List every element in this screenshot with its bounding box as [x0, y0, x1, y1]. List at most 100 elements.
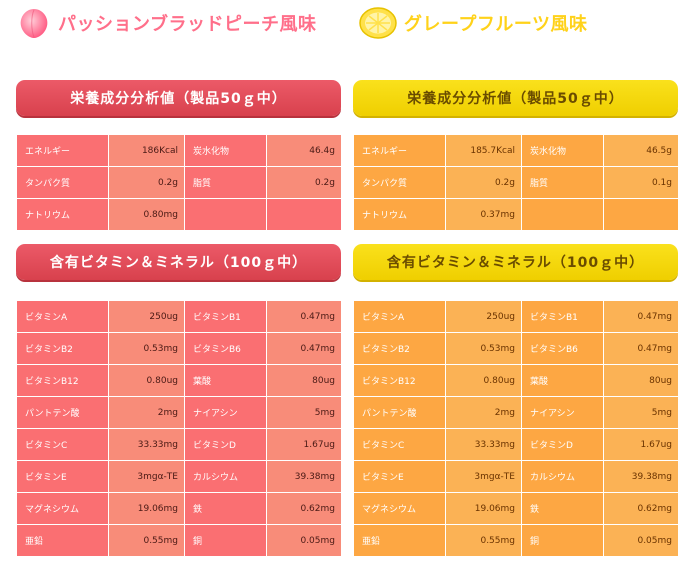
vitamin-value: 1.67ug — [603, 428, 679, 461]
table-row: 亜鉛 0.55mg 銅 0.05mg — [16, 524, 342, 557]
table-row: マグネシウム 19.06mg 鉄 0.62mg — [353, 492, 679, 525]
nutrient-value: 185.7Kcal — [445, 134, 522, 167]
vitamin-table: ビタミンA 250ug ビタミンB1 0.47mg ビタミンB2 0.53mg … — [353, 300, 679, 557]
vitamin-label: ビタミンE — [16, 460, 109, 493]
table-row: ビタミンB2 0.53mg ビタミンB6 0.47mg — [16, 332, 342, 365]
vitamin-label: ビタミンC — [353, 428, 446, 461]
nutrition-banner: 栄養成分分析値（製品50ｇ中） — [353, 80, 678, 116]
flavor-title: グレープフルーツ風味 — [404, 14, 588, 35]
vitamin-value: 2mg — [445, 396, 522, 429]
vitamin-value: 250ug — [108, 300, 185, 333]
nutrient-value: 0.37mg — [445, 198, 522, 231]
vitamin-value: 39.38mg — [266, 460, 342, 493]
table-row: ビタミンC 33.33mg ビタミンD 1.67ug — [353, 428, 679, 461]
nutrient-label: 炭水化物 — [521, 134, 604, 167]
vitamin-label: ビタミンA — [16, 300, 109, 333]
table-row: ナトリウム 0.80mg — [16, 198, 342, 231]
empty-cell — [266, 198, 342, 231]
nutrition-table: エネルギー 186Kcal 炭水化物 46.4g タンパク質 0.2g 脂質 0… — [16, 134, 342, 231]
vitamin-label: カルシウム — [521, 460, 604, 493]
vitamin-label: ビタミンB6 — [521, 332, 604, 365]
grapefruit-icon — [359, 7, 397, 39]
table-row: ビタミンA 250ug ビタミンB1 0.47mg — [16, 300, 342, 333]
nutrient-label: タンパク質 — [16, 166, 109, 199]
vitamin-label: ビタミンC — [16, 428, 109, 461]
vitamin-label: 葉酸 — [184, 364, 267, 397]
vitamin-value: 1.67ug — [266, 428, 342, 461]
vitamin-value: 0.47mg — [266, 332, 342, 365]
vitamin-value: 80ug — [603, 364, 679, 397]
nutrient-value: 0.2g — [108, 166, 185, 199]
vitamin-value: 5mg — [603, 396, 679, 429]
flavor-title: パッションブラッドピーチ風味 — [58, 14, 317, 35]
nutrition-banner: 栄養成分分析値（製品50ｇ中） — [16, 80, 341, 116]
nutrient-label: 炭水化物 — [184, 134, 267, 167]
vitamin-value: 19.06mg — [445, 492, 522, 525]
vitamin-label: ビタミンB2 — [353, 332, 446, 365]
vitamin-value: 0.47mg — [266, 300, 342, 333]
vitamin-value: 0.80ug — [108, 364, 185, 397]
vitamin-value: 0.55mg — [445, 524, 522, 557]
flavor-header-peach: パッションブラッドピーチ風味 — [16, 6, 316, 40]
vitamin-label: パントテン酸 — [16, 396, 109, 429]
nutrient-value: 0.2g — [266, 166, 342, 199]
vitamin-label: 亜鉛 — [353, 524, 446, 557]
nutrient-label: 脂質 — [521, 166, 604, 199]
vitamin-value: 250ug — [445, 300, 522, 333]
peach-icon — [20, 9, 48, 38]
vitamin-value: 0.62mg — [603, 492, 679, 525]
vitamin-value: 33.33mg — [108, 428, 185, 461]
vitamin-value: 19.06mg — [108, 492, 185, 525]
vitamin-label: 葉酸 — [521, 364, 604, 397]
vitamin-label: カルシウム — [184, 460, 267, 493]
nutrient-label: エネルギー — [353, 134, 446, 167]
nutrient-label: エネルギー — [16, 134, 109, 167]
table-row: ビタミンB2 0.53mg ビタミンB6 0.47mg — [353, 332, 679, 365]
vitamin-label: ビタミンB12 — [353, 364, 446, 397]
vitamin-label: 亜鉛 — [16, 524, 109, 557]
vitamin-label: パントテン酸 — [353, 396, 446, 429]
table-row: パントテン酸 2mg ナイアシン 5mg — [16, 396, 342, 429]
vitamin-label: マグネシウム — [16, 492, 109, 525]
empty-cell — [521, 198, 604, 231]
vitamin-label: 鉄 — [521, 492, 604, 525]
vitamin-label: ビタミンB6 — [184, 332, 267, 365]
table-row: タンパク質 0.2g 脂質 0.1g — [353, 166, 679, 199]
vitamin-value: 0.55mg — [108, 524, 185, 557]
vitamin-value: 0.47mg — [603, 332, 679, 365]
vitamin-banner: 含有ビタミン＆ミネラル（100ｇ中） — [353, 244, 678, 280]
vitamin-label: ビタミンB12 — [16, 364, 109, 397]
nutrient-value: 0.2g — [445, 166, 522, 199]
nutrient-value: 0.1g — [603, 166, 679, 199]
nutrient-label: ナトリウム — [16, 198, 109, 231]
vitamin-label: ビタミンD — [521, 428, 604, 461]
table-row: ナトリウム 0.37mg — [353, 198, 679, 231]
nutrient-label: タンパク質 — [353, 166, 446, 199]
vitamin-label: ビタミンD — [184, 428, 267, 461]
flavor-header-grapefruit: グレープフルーツ風味 — [358, 6, 588, 40]
empty-cell — [603, 198, 679, 231]
vitamin-value: 39.38mg — [603, 460, 679, 493]
nutrition-table: エネルギー 185.7Kcal 炭水化物 46.5g タンパク質 0.2g 脂質… — [353, 134, 679, 231]
vitamin-value: 2mg — [108, 396, 185, 429]
vitamin-value: 5mg — [266, 396, 342, 429]
table-row: ビタミンB12 0.80ug 葉酸 80ug — [353, 364, 679, 397]
vitamin-label: ビタミンE — [353, 460, 446, 493]
empty-cell — [184, 198, 267, 231]
table-row: 亜鉛 0.55mg 銅 0.05mg — [353, 524, 679, 557]
vitamin-label: ナイアシン — [184, 396, 267, 429]
vitamin-label: ビタミンB1 — [521, 300, 604, 333]
vitamin-value: 0.05mg — [603, 524, 679, 557]
vitamin-label: ビタミンB1 — [184, 300, 267, 333]
vitamin-value: 0.80ug — [445, 364, 522, 397]
nutrient-label: ナトリウム — [353, 198, 446, 231]
nutrient-value: 46.4g — [266, 134, 342, 167]
vitamin-label: 銅 — [184, 524, 267, 557]
vitamin-label: マグネシウム — [353, 492, 446, 525]
vitamin-label: 銅 — [521, 524, 604, 557]
vitamin-value: 0.62mg — [266, 492, 342, 525]
vitamin-table: ビタミンA 250ug ビタミンB1 0.47mg ビタミンB2 0.53mg … — [16, 300, 342, 557]
table-row: パントテン酸 2mg ナイアシン 5mg — [353, 396, 679, 429]
table-row: ビタミンE 3mgα-TE カルシウム 39.38mg — [353, 460, 679, 493]
table-row: ビタミンC 33.33mg ビタミンD 1.67ug — [16, 428, 342, 461]
